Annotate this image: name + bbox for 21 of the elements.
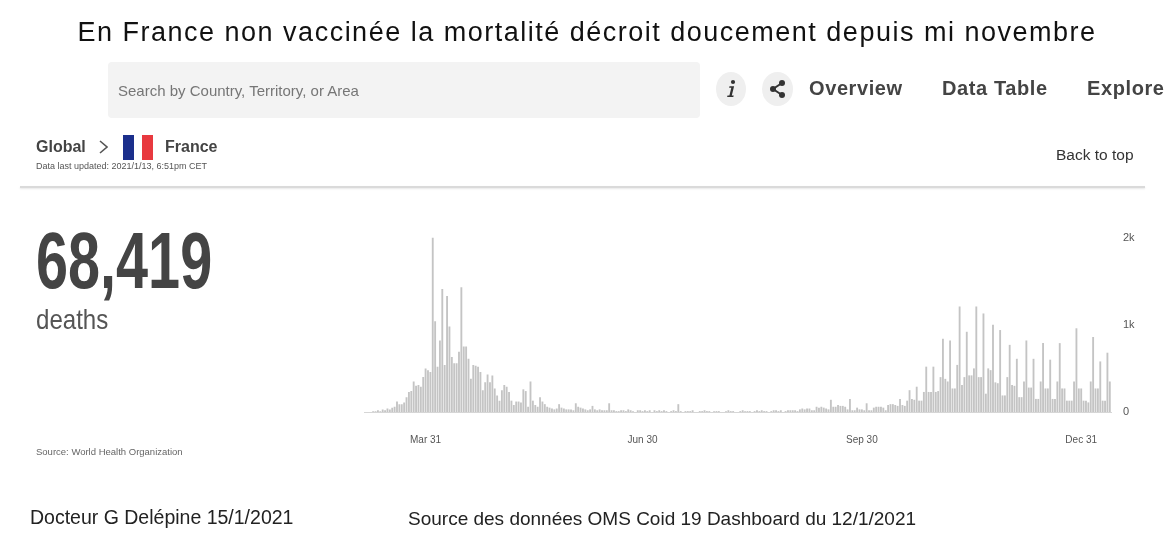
text: Global [36, 138, 86, 155]
text: Explore [1087, 77, 1165, 99]
chart-title: En France non vaccinée la mortalité décroit doucement depuis mi novembre [76, 17, 1098, 47]
text: Data last updated: 2021/1/13, 6:51pm CET [36, 161, 208, 171]
x-tick-label: Dec 31 [1065, 433, 1098, 445]
text: Overview [809, 77, 903, 99]
y-tick-label: 0 [1123, 405, 1130, 418]
text: Search by Country, Territory, or Area [118, 81, 359, 99]
text: France [165, 138, 218, 155]
text: Data Table [942, 77, 1048, 99]
y-tick-label: 1k [1123, 317, 1136, 330]
text: Docteur G Delépine 15/1/2021 [30, 506, 294, 529]
source-note: Source: World Health Organization [36, 446, 183, 458]
text: deaths [36, 304, 109, 335]
x-tick-label: Mar 31 [410, 433, 442, 445]
y-tick-label: 2k [1123, 230, 1136, 243]
text: 68,419 [36, 216, 213, 305]
text: Back to top [1056, 146, 1134, 164]
x-tick-label: Sep 30 [846, 433, 879, 445]
source-note: Source des données OMS Coid 19 Dashboard du 12/1/2021 [408, 507, 917, 529]
x-tick-label: Jun 30 [627, 433, 658, 445]
